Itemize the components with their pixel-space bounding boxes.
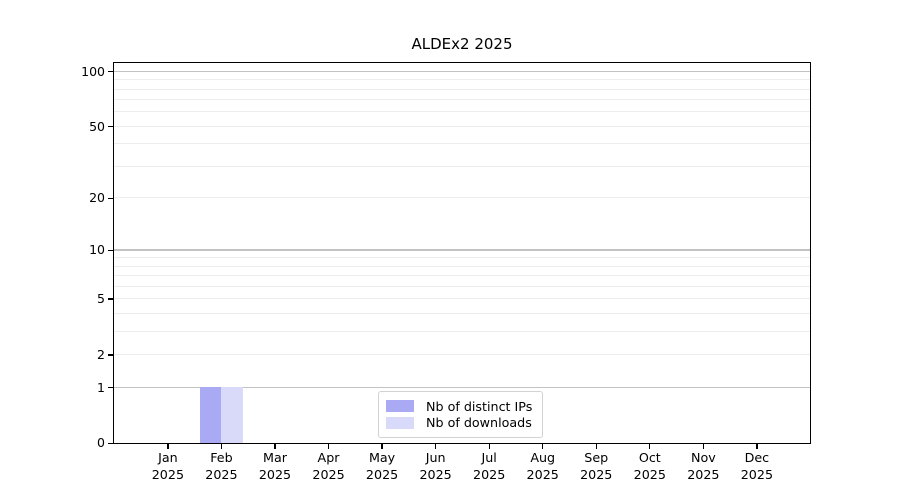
y-tick-label: 0: [97, 435, 105, 451]
x-axis-tick: [649, 444, 651, 449]
x-tick-year: 2025: [365, 466, 399, 482]
x-tick-label: Feb 2025: [186, 450, 256, 483]
x-tick-month: Aug: [530, 450, 556, 465]
gridline: [114, 386, 810, 388]
x-tick-month: Jun: [425, 450, 446, 465]
gridline: [114, 111, 810, 113]
legend-swatch-nb-of-distinct-ips: [386, 400, 414, 412]
x-axis-tick: [274, 444, 276, 449]
x-tick-month: Feb: [210, 450, 233, 465]
legend-swatch-nb-of-downloads: [386, 416, 414, 429]
legend-label: Nb of distinct IPs: [426, 398, 533, 414]
y-axis-tick: [107, 197, 113, 199]
x-tick-year: 2025: [473, 466, 506, 482]
x-tick-label: May 2025: [347, 450, 417, 483]
gridline: [114, 70, 810, 72]
legend-entry: Nb of distinct IPs: [386, 399, 534, 414]
x-tick-month: Oct: [638, 450, 661, 465]
y-tick-label: 10: [89, 242, 105, 258]
x-axis-tick: [542, 444, 544, 449]
gridline: [114, 99, 810, 101]
x-tick-label: Jul 2025: [454, 450, 524, 483]
gridline: [114, 79, 810, 81]
gridline: [114, 354, 810, 356]
y-tick-label: 20: [89, 190, 105, 206]
y-axis-tick: [107, 249, 113, 251]
gridline: [114, 257, 810, 259]
x-axis-tick: [327, 444, 330, 449]
gridline: [114, 285, 810, 287]
chart-title: ALDEx2 2025: [411, 35, 513, 53]
x-tick-month: Dec: [744, 450, 770, 465]
plot-area: Nb of distinct IPs Nb of downloads: [113, 62, 811, 444]
x-axis-tick: [488, 444, 490, 449]
gridline: [114, 312, 810, 314]
x-tick-year: 2025: [633, 466, 666, 482]
y-axis-tick: [107, 126, 113, 128]
x-axis-tick: [434, 444, 437, 449]
y-axis-tick: [107, 298, 113, 300]
legend-label: Nb of downloads: [426, 415, 532, 430]
x-tick-label: Jun 2025: [401, 450, 471, 483]
x-tick-label: Oct 2025: [615, 450, 685, 483]
x-tick-year: 2025: [312, 466, 345, 482]
gridline: [114, 143, 810, 145]
x-tick-year: 2025: [580, 466, 613, 482]
x-tick-year: 2025: [740, 466, 774, 482]
gridline: [114, 298, 810, 300]
gridline: [114, 165, 810, 167]
x-tick-month: Mar: [263, 450, 287, 465]
x-axis-tick: [756, 444, 758, 449]
x-tick-label: Mar 2025: [240, 450, 310, 483]
x-tick-month: Sep: [584, 450, 609, 465]
x-tick-label: Aug 2025: [508, 450, 578, 483]
legend: Nb of distinct IPs Nb of downloads: [378, 391, 543, 438]
x-axis-tick: [381, 444, 383, 449]
x-tick-year: 2025: [258, 466, 292, 482]
bar-nb-of-distinct-ips: [199, 387, 222, 443]
x-tick-year: 2025: [205, 466, 238, 482]
gridline: [114, 265, 810, 267]
x-tick-year: 2025: [687, 466, 720, 482]
y-tick-label: 5: [97, 291, 105, 307]
y-axis-tick: [107, 354, 113, 356]
x-axis-tick: [595, 444, 597, 449]
gridline: [114, 275, 810, 277]
legend-entry: Nb of downloads: [386, 415, 534, 430]
bar-nb-of-downloads: [221, 387, 243, 443]
y-tick-label: 50: [89, 118, 105, 134]
gridline: [114, 330, 810, 332]
x-tick-label: Nov 2025: [668, 450, 738, 483]
y-tick-label: 1: [97, 379, 105, 395]
x-axis-tick: [220, 444, 223, 449]
gridline: [114, 197, 810, 199]
y-axis-tick: [107, 442, 113, 445]
x-tick-year: 2025: [526, 466, 559, 482]
gridline: [114, 88, 810, 90]
x-axis-tick: [167, 444, 169, 449]
gridline: [114, 125, 810, 127]
x-tick-year: 2025: [419, 466, 452, 482]
x-tick-label: Dec 2025: [722, 450, 792, 483]
y-tick-label: 100: [81, 63, 105, 79]
x-tick-month: May: [368, 450, 396, 465]
x-tick-month: Nov: [690, 450, 716, 465]
x-tick-label: Jan 2025: [133, 450, 203, 483]
x-axis-tick: [702, 444, 704, 449]
x-tick-month: Jan: [158, 450, 178, 465]
x-tick-month: Apr: [317, 450, 340, 465]
y-tick-label: 2: [97, 346, 105, 362]
x-tick-label: Apr 2025: [294, 450, 364, 483]
y-axis-tick: [107, 386, 113, 389]
x-tick-month: Jul: [481, 450, 497, 465]
y-axis-tick: [107, 71, 113, 73]
x-tick-year: 2025: [151, 466, 185, 482]
x-tick-label: Sep 2025: [561, 450, 631, 483]
gridline: [114, 249, 810, 251]
